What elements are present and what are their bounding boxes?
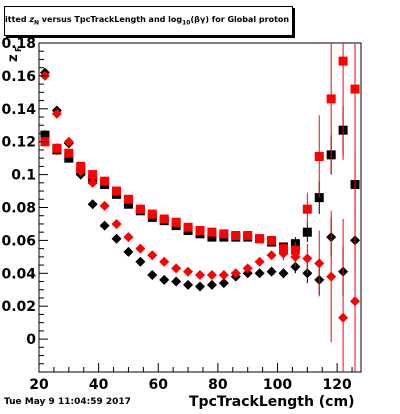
diamond-marker	[195, 281, 205, 292]
diamond-marker	[350, 296, 361, 307]
square-marker	[326, 94, 336, 104]
square-marker	[231, 230, 241, 240]
diamond-marker	[51, 108, 62, 119]
diamond-marker	[99, 220, 110, 231]
diamond-marker	[135, 256, 146, 267]
y-tick-label: 0.1	[11, 168, 36, 184]
square-marker	[302, 227, 312, 237]
square-marker	[112, 186, 122, 196]
diamond-marker	[326, 271, 337, 282]
square-marker	[171, 217, 181, 227]
diamond-marker	[111, 233, 122, 244]
plot-frame	[38, 42, 362, 373]
diamond-marker	[254, 256, 265, 267]
x-axis-label: TpcTrackLength (cm)	[189, 394, 355, 410]
y-tick-label: 0.16	[1, 69, 36, 85]
diamond-marker	[266, 266, 277, 277]
square-marker	[147, 209, 157, 219]
diamond-marker	[87, 177, 98, 188]
plot-title-box: itted zN versus TpcTrackLength and log10…	[4, 6, 293, 36]
square-marker	[40, 130, 50, 140]
square-marker	[255, 234, 265, 244]
y-tick-label: 0	[26, 332, 36, 348]
diamond-marker	[159, 256, 170, 267]
diamond-marker	[206, 269, 217, 280]
y-tick-label: 0.18	[1, 36, 36, 52]
y-tick-label: 0.06	[1, 233, 36, 249]
y-tick-label: 0.14	[1, 102, 36, 118]
y-axis-label-subscript: F	[14, 47, 23, 52]
diamond-marker	[99, 200, 110, 211]
x-tick-label: 40	[89, 377, 109, 393]
diamond-marker	[183, 279, 194, 290]
diamond-marker	[159, 274, 170, 285]
x-tick-label: 20	[29, 377, 49, 393]
square-marker	[123, 194, 133, 204]
diamond-marker	[242, 263, 253, 274]
diamond-marker	[206, 279, 217, 290]
diamond-marker	[111, 218, 122, 229]
diamond-marker	[87, 199, 98, 210]
square-marker	[314, 152, 324, 162]
x-tick-label: 120	[323, 377, 352, 393]
diamond-marker	[195, 269, 205, 280]
x-tick-label: 80	[208, 377, 228, 393]
diamond-marker	[278, 268, 289, 279]
square-marker	[219, 229, 229, 239]
diamond-marker	[218, 278, 229, 289]
square-marker	[302, 204, 312, 214]
diamond-marker	[314, 258, 325, 269]
diamond-marker	[302, 253, 313, 264]
diamond-marker	[63, 136, 74, 147]
square-marker	[207, 227, 217, 237]
square-marker	[159, 214, 169, 224]
y-tick-label: 0.02	[1, 299, 36, 315]
square-marker	[64, 153, 74, 163]
diamond-marker	[171, 276, 182, 287]
timestamp: Tue May 9 11:04:59 2017	[4, 397, 131, 407]
diamond-marker	[218, 269, 229, 280]
plot-title: itted zN versus TpcTrackLength and log10…	[5, 15, 290, 27]
diamond-marker	[338, 312, 349, 323]
diamond-marker	[123, 232, 134, 243]
square-marker	[195, 226, 205, 236]
x-tick-label: 100	[263, 377, 292, 393]
square-marker	[183, 222, 193, 232]
square-marker	[135, 204, 145, 214]
square-marker	[64, 148, 74, 158]
y-tick-label: 0.08	[1, 201, 36, 217]
diamond-marker	[171, 263, 182, 274]
diamond-marker	[147, 250, 158, 261]
diamond-marker	[183, 266, 194, 277]
square-marker	[52, 143, 62, 153]
diamond-marker	[266, 250, 277, 261]
square-marker	[338, 56, 348, 66]
square-marker	[243, 230, 253, 240]
y-tick-label: 0.04	[1, 266, 36, 282]
diamond-marker	[230, 268, 241, 279]
square-marker	[88, 170, 98, 180]
diamond-marker	[123, 246, 134, 257]
y-tick-label: 0.12	[1, 135, 36, 151]
diamond-marker	[290, 251, 301, 262]
diamond-marker	[75, 166, 86, 177]
diamond-marker	[254, 268, 265, 279]
square-marker	[207, 232, 217, 242]
diamond-marker	[278, 248, 289, 259]
x-tick-label: 60	[149, 377, 169, 393]
diamond-marker	[135, 243, 146, 254]
square-marker	[123, 199, 133, 209]
square-marker	[100, 176, 110, 186]
y-axis-label: z	[6, 54, 21, 62]
square-marker	[267, 235, 277, 245]
diamond-marker	[147, 269, 158, 280]
square-marker	[350, 84, 360, 94]
